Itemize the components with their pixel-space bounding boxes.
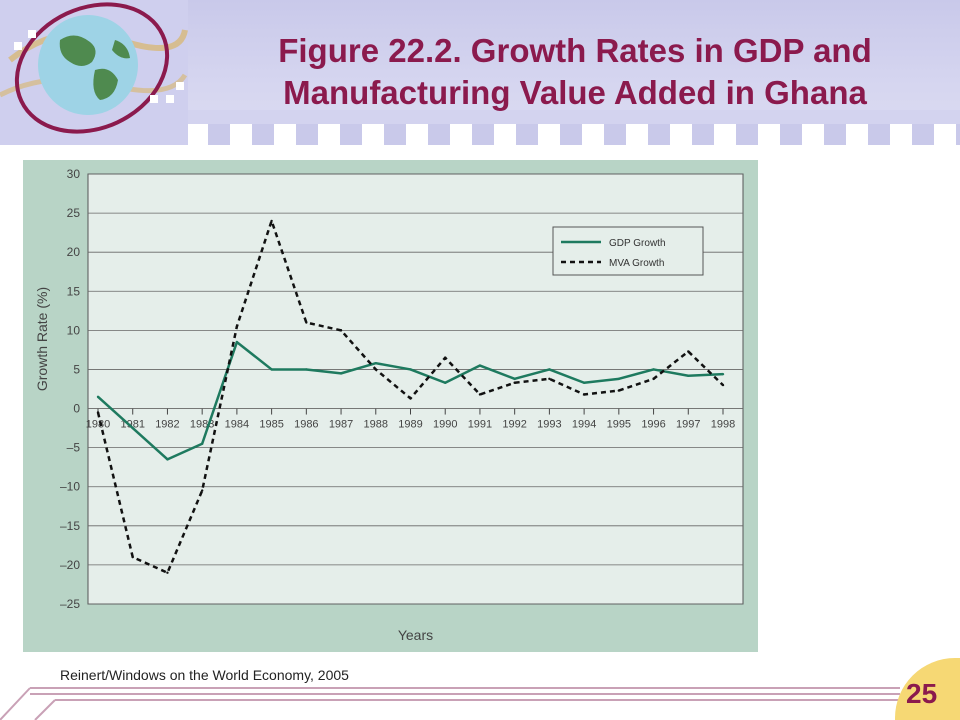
page-number: 25 <box>906 678 938 709</box>
header-strip <box>186 110 960 124</box>
data-point <box>478 364 482 367</box>
x-tick-label: 1980 <box>86 419 110 431</box>
data-point <box>687 374 690 377</box>
y-tick-label: –25 <box>60 597 80 611</box>
y-tick-label: –5 <box>67 441 81 455</box>
y-tick-label: –15 <box>60 519 80 533</box>
x-tick-label: 1989 <box>398 419 422 431</box>
data-point <box>200 442 204 445</box>
data-point <box>270 368 273 371</box>
data-point <box>305 321 308 324</box>
chart-panel: 30 25 20 15 10 5 0 –5 –10 –15 –20 –25 1980 1981 1982 19… <box>23 160 758 652</box>
data-point <box>652 368 655 371</box>
data-point <box>166 458 169 461</box>
y-tick-label: 5 <box>73 362 80 376</box>
data-point <box>200 489 204 492</box>
x-tick-label: 1982 <box>155 419 179 431</box>
data-point <box>652 377 655 381</box>
y-tick-label: –10 <box>60 480 80 494</box>
data-point <box>235 340 239 344</box>
x-tick-label: 1985 <box>259 419 283 431</box>
footer-decoration <box>0 687 900 720</box>
header-checker-pattern <box>186 124 960 145</box>
y-tick-label: 15 <box>67 284 81 298</box>
data-point <box>166 571 169 574</box>
x-axis-title: Years <box>398 627 433 643</box>
x-tick-label: 1992 <box>502 419 526 431</box>
y-tick-label: 30 <box>67 167 81 181</box>
x-tick-label: 1991 <box>468 419 492 431</box>
x-tick-label: 1987 <box>329 419 353 431</box>
data-point <box>131 426 134 430</box>
data-point <box>548 377 551 381</box>
data-point <box>339 372 343 375</box>
data-point <box>721 372 725 376</box>
data-point <box>270 219 273 223</box>
data-point <box>513 377 516 381</box>
x-tick-label: 1998 <box>711 419 735 431</box>
y-tick-label: 25 <box>67 206 81 220</box>
slide-title-line-1: Figure 22.2. Growth Rates in GDP and <box>278 32 872 69</box>
x-tick-label: 1996 <box>641 419 665 431</box>
data-point <box>96 395 100 399</box>
data-point <box>582 393 586 396</box>
data-point <box>235 325 239 328</box>
y-tick-label: 0 <box>73 402 80 416</box>
y-tick-label: –20 <box>60 558 80 572</box>
legend-box <box>552 226 704 276</box>
data-point <box>374 368 377 371</box>
data-point <box>374 362 377 365</box>
x-tick-label: 1984 <box>225 419 249 431</box>
slide-title-line-2: Manufacturing Value Added in Ghana <box>283 74 867 111</box>
data-point <box>444 381 447 384</box>
data-point <box>617 389 621 392</box>
y-axis-title: Growth Rate (%) <box>34 287 50 391</box>
x-tick-label: 1988 <box>364 419 388 431</box>
source-citation: Reinert/Windows on the World Economy, 20… <box>60 667 349 683</box>
data-point <box>582 381 586 384</box>
legend-label: GDP Growth <box>609 238 666 249</box>
data-point <box>478 393 482 396</box>
x-tick-label: 1995 <box>607 419 631 431</box>
x-tick-label: 1990 <box>433 419 457 431</box>
data-point <box>513 381 516 384</box>
x-tick-label: 1986 <box>294 419 318 431</box>
data-point <box>617 377 621 381</box>
data-point <box>548 368 551 371</box>
globe-logo-icon <box>0 0 188 145</box>
data-point <box>305 368 308 371</box>
data-point <box>721 383 725 387</box>
data-point <box>131 555 134 559</box>
y-tick-label: 20 <box>67 245 81 259</box>
data-point <box>409 368 412 371</box>
data-point <box>409 397 412 400</box>
data-point <box>339 329 343 332</box>
legend-label: MVA Growth <box>609 258 664 269</box>
x-tick-label: 1994 <box>572 419 596 431</box>
x-tick-label: 1993 <box>537 419 561 431</box>
x-tick-label: 1997 <box>676 419 700 431</box>
y-tick-label: 10 <box>67 323 81 337</box>
data-point <box>444 356 447 359</box>
data-point <box>687 350 690 353</box>
slide-title: Figure 22.2. Growth Rates in GDP and Man… <box>200 30 950 114</box>
data-point <box>96 411 100 414</box>
